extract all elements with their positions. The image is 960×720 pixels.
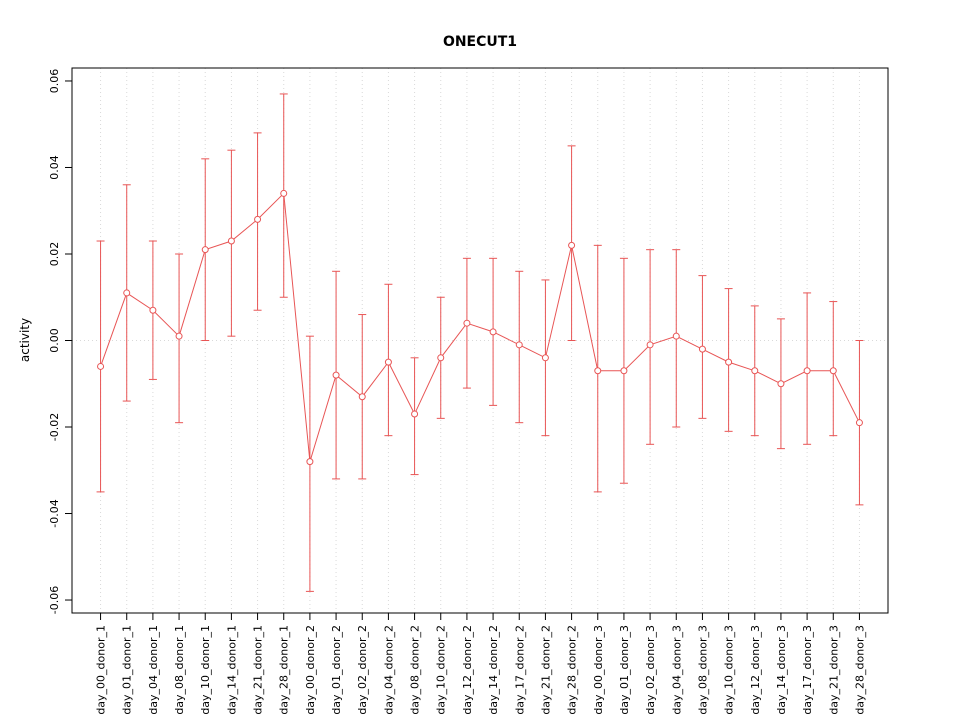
x-tick-label: day_02_donor_3: [644, 625, 657, 715]
data-point: [568, 241, 576, 249]
x-tick-label: day_21_donor_2: [539, 625, 552, 715]
data-point: [201, 246, 209, 254]
x-tick-label: day_10_donor_1: [199, 625, 212, 715]
x-tick-label: day_02_donor_2: [356, 625, 369, 715]
data-point: [803, 367, 811, 375]
data-point: [437, 354, 445, 362]
y-tick-label: -0.06: [48, 586, 61, 614]
x-tick-label: day_00_donor_2: [304, 625, 317, 715]
data-point: [280, 189, 288, 197]
data-point: [541, 354, 549, 362]
chart-title: ONECUT1: [442, 34, 518, 50]
x-tick-label: day_17_donor_3: [801, 625, 814, 715]
x-tick-label: day_01_donor_1: [121, 625, 134, 715]
data-point: [646, 341, 654, 349]
data-point: [411, 410, 419, 418]
y-tick-label: 0.00: [48, 328, 61, 353]
x-tick-label: day_12_donor_3: [749, 625, 762, 715]
x-tick-label: day_08_donor_1: [173, 625, 186, 715]
data-point: [672, 332, 680, 340]
x-tick-label: day_28_donor_1: [278, 625, 291, 715]
x-tick-label: day_21_donor_1: [252, 625, 265, 715]
data-point: [306, 458, 314, 466]
x-tick-label: day_14_donor_2: [487, 625, 500, 715]
x-tick-label: day_00_donor_3: [592, 625, 605, 715]
data-point: [175, 332, 183, 340]
x-tick-label: day_14_donor_1: [225, 625, 238, 715]
x-tick-label: day_01_donor_2: [330, 625, 343, 715]
y-tick-label: -0.02: [48, 413, 61, 441]
data-point: [855, 419, 863, 427]
x-tick-label: day_00_donor_1: [95, 625, 108, 715]
data-point: [777, 380, 785, 388]
data-point: [227, 237, 235, 245]
data-point: [123, 289, 131, 297]
data-point: [358, 393, 366, 401]
data-point: [594, 367, 602, 375]
data-point: [463, 319, 471, 327]
data-point: [829, 367, 837, 375]
x-tick-label: day_10_donor_2: [435, 625, 448, 715]
x-tick-label: day_10_donor_3: [723, 625, 736, 715]
x-tick-label: day_14_donor_3: [775, 625, 788, 715]
data-point: [97, 362, 105, 370]
data-point: [698, 345, 706, 353]
series-line: [100, 192, 860, 462]
data-point: [620, 367, 628, 375]
data-point: [149, 306, 157, 314]
data-point: [332, 371, 340, 379]
data-point: [751, 367, 759, 375]
x-tick-label: day_04_donor_3: [670, 625, 683, 715]
data-point: [725, 358, 733, 366]
y-tick-label: 0.04: [48, 155, 61, 180]
data-point: [384, 358, 392, 366]
x-tick-label: day_01_donor_3: [618, 625, 631, 715]
x-tick-label: day_04_donor_2: [382, 625, 395, 715]
x-tick-label: day_08_donor_3: [696, 625, 709, 715]
data-point: [254, 215, 262, 223]
x-tick-label: day_12_donor_2: [461, 625, 474, 715]
data-point: [489, 328, 497, 336]
x-tick-label: day_28_donor_2: [566, 625, 579, 715]
x-tick-label: day_28_donor_3: [853, 625, 866, 715]
data-point: [515, 341, 523, 349]
y-tick-label: 0.02: [48, 242, 61, 267]
x-tick-label: day_21_donor_3: [827, 625, 840, 715]
x-tick-label: day_04_donor_1: [147, 625, 160, 715]
y-tick-label: 0.06: [48, 69, 61, 94]
x-tick-label: day_17_donor_2: [513, 625, 526, 715]
x-tick-label: day_08_donor_2: [409, 625, 422, 715]
y-tick-label: -0.04: [48, 499, 61, 527]
